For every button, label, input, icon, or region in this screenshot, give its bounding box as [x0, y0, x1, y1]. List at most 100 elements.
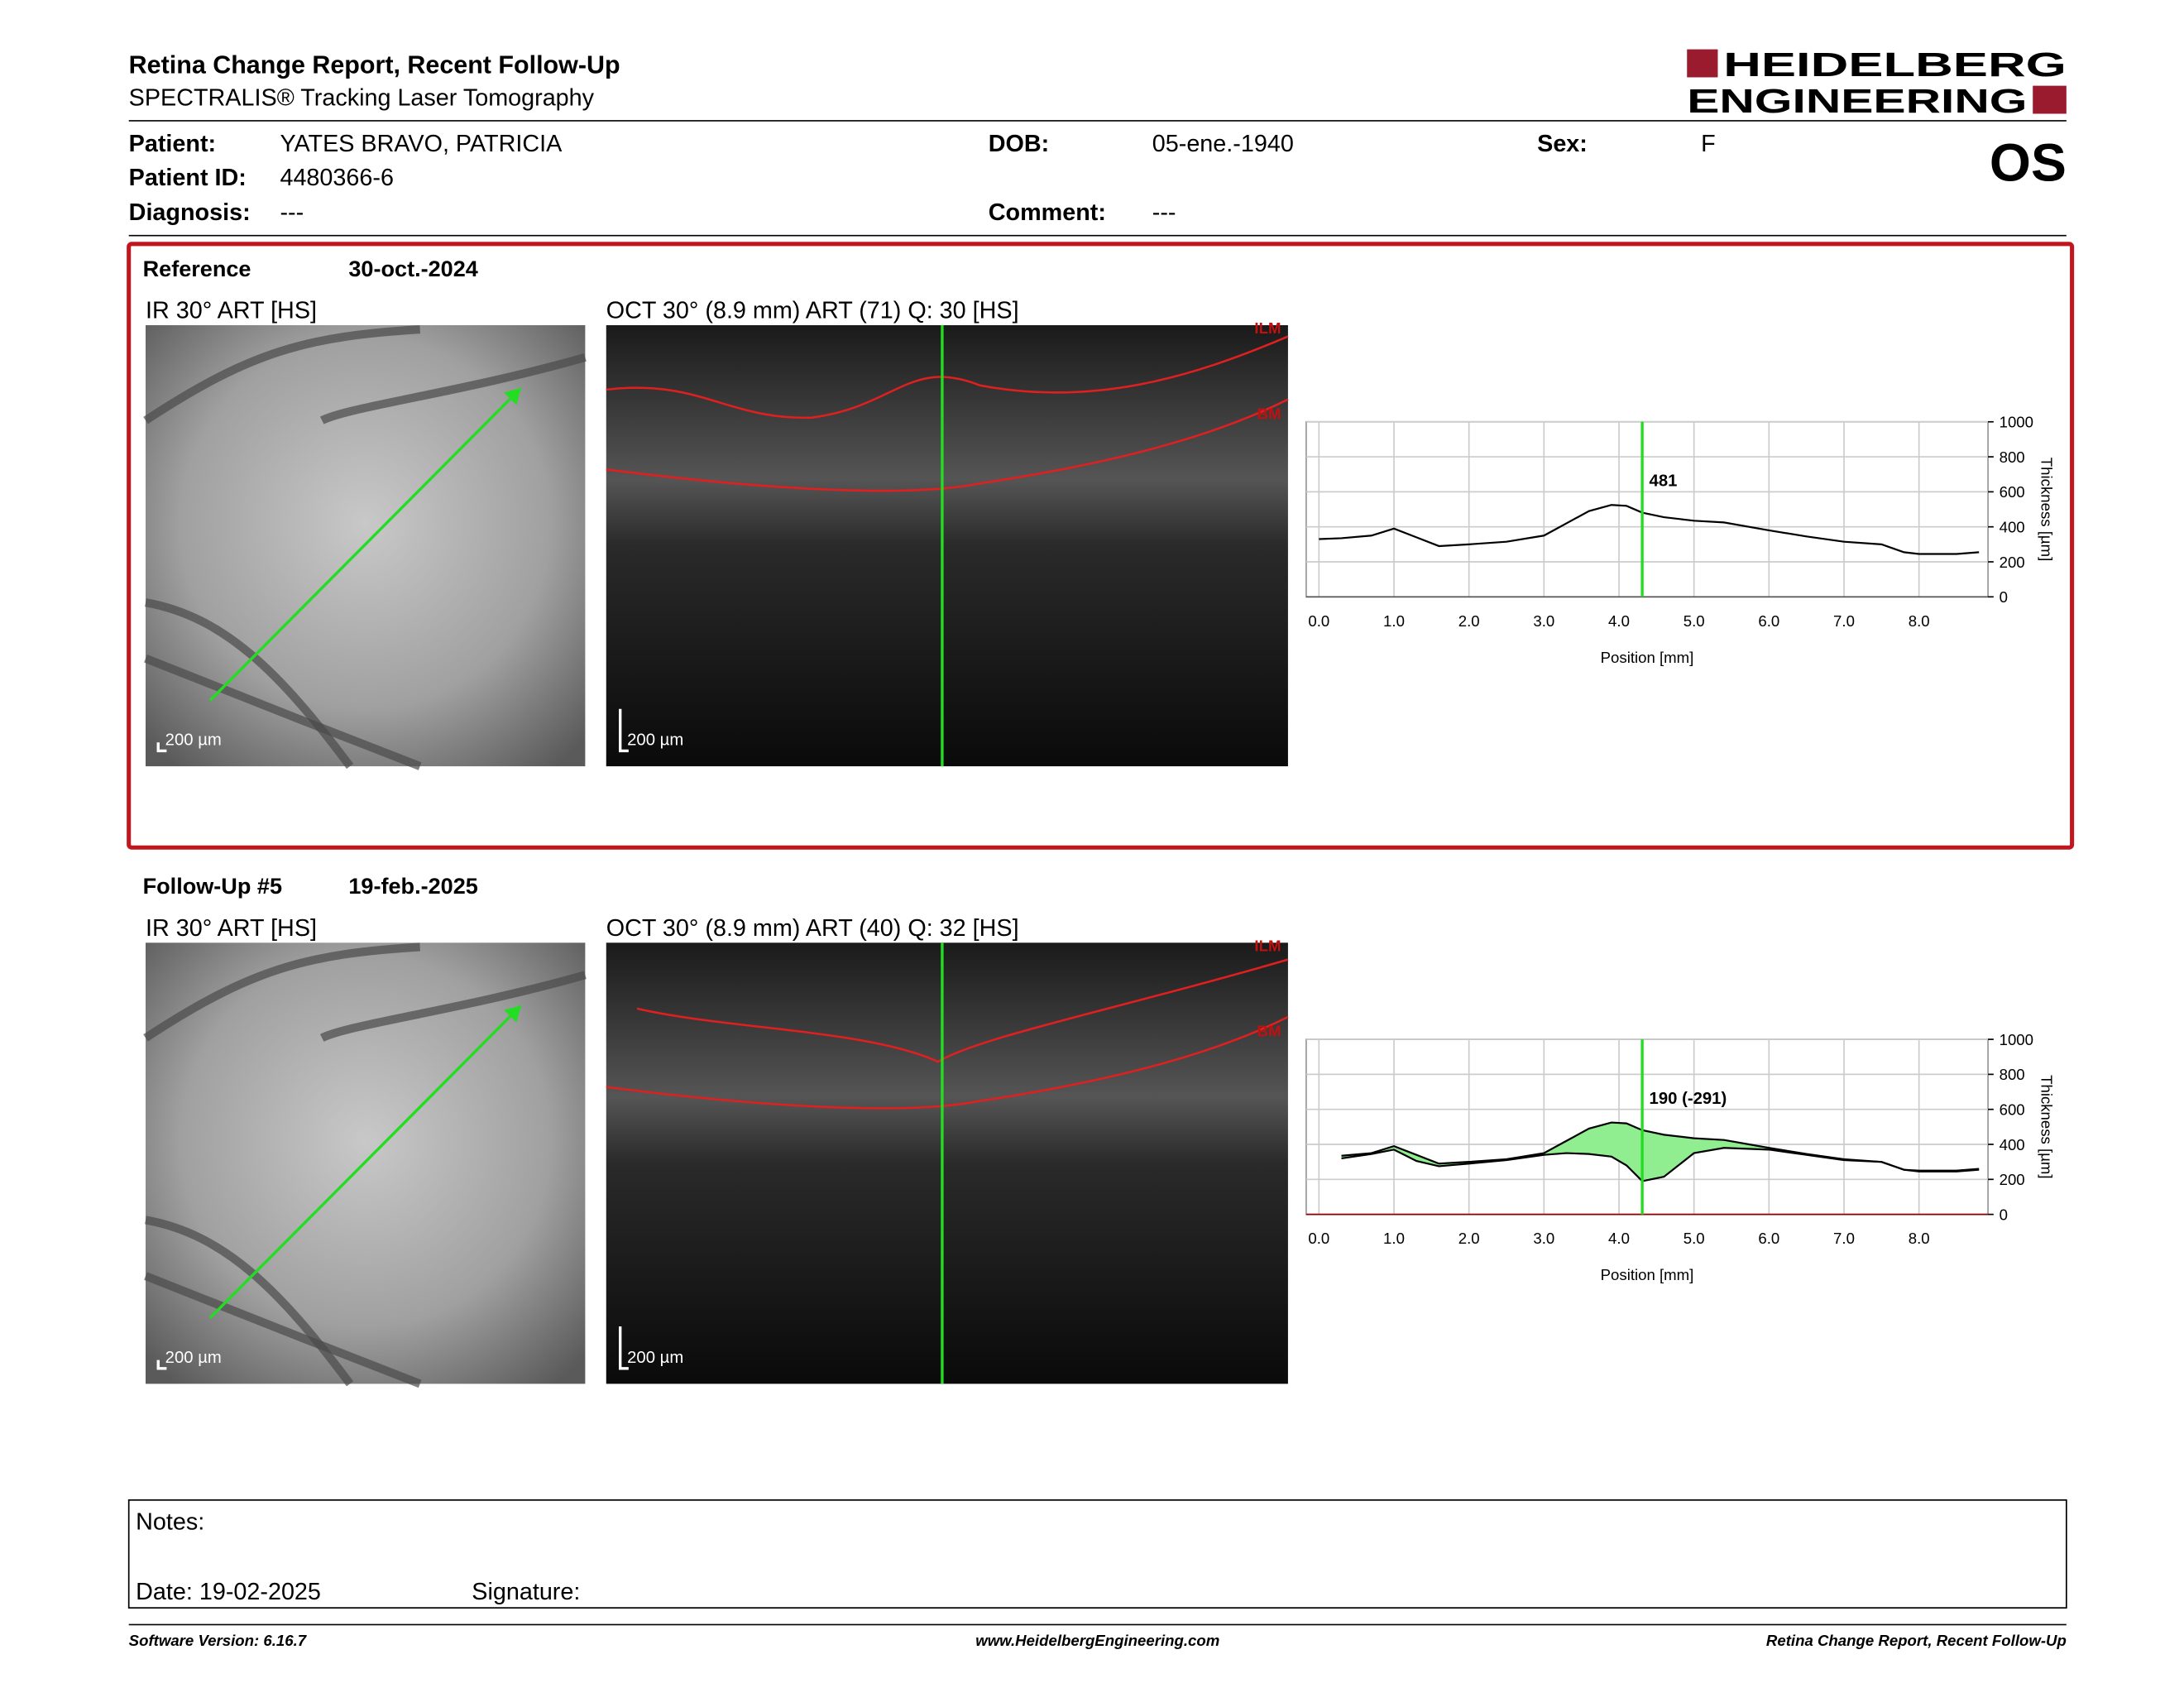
- exam-date: 19-feb.-2025: [348, 873, 477, 899]
- vessel: [144, 655, 422, 770]
- logo-block: [1687, 49, 1718, 78]
- y-tick-label: 800: [2000, 448, 2025, 466]
- layer-label: BM: [1257, 1023, 1281, 1040]
- notes-box: [127, 1499, 2067, 1609]
- vessel: [143, 325, 421, 424]
- oct-image: [606, 942, 1288, 1384]
- scale-label: 200 µm: [627, 1349, 683, 1367]
- oct-label: OCT 30° (8.9 mm) ART (71) Q: 30 [HS]: [606, 298, 1019, 324]
- x-tick-label: 3.0: [1533, 612, 1554, 630]
- scale-bar: [156, 1360, 167, 1370]
- eye: OS: [1990, 133, 2067, 193]
- x-tick-label: 1.0: [1383, 612, 1405, 630]
- logo-block: [2033, 85, 2067, 114]
- marker-annotation: 190 (-291): [1650, 1090, 1727, 1108]
- y-tick-label: 200: [2000, 554, 2025, 571]
- bm-line: [606, 398, 1289, 492]
- footer-center: www.HeidelbergEngineering.com: [975, 1632, 1219, 1649]
- bm-line: [606, 1015, 1289, 1110]
- ilm-line: [606, 335, 1289, 420]
- field-value: 05-ene.-1940: [1152, 131, 1294, 157]
- x-tick-label: 3.0: [1533, 1230, 1554, 1247]
- y-tick-label: 600: [2000, 483, 2025, 501]
- x-tick-label: 8.0: [1909, 1230, 1930, 1247]
- notes-date: Date: 19-02-2025: [136, 1579, 321, 1605]
- x-tick-label: 5.0: [1684, 1230, 1705, 1247]
- oct-image: [606, 325, 1288, 767]
- field-label: DOB:: [989, 131, 1049, 157]
- scan-arrow: [504, 1005, 521, 1023]
- plot-area: [1305, 1038, 1989, 1216]
- x-tick-label: 8.0: [1909, 612, 1930, 630]
- scale-label: 200 µm: [627, 731, 683, 750]
- y-tick-label: 0: [2000, 588, 2008, 606]
- scan-arrow: [504, 388, 521, 405]
- thickness-line: [1341, 1121, 1980, 1172]
- logo-text: ENGINEERING: [1687, 82, 2027, 120]
- ilm-line: [636, 958, 1289, 1063]
- scale-label: 200 µm: [165, 1349, 222, 1367]
- field-label: Comment:: [989, 199, 1106, 226]
- subtitle: SPECTRALIS® Tracking Laser Tomography: [129, 84, 595, 111]
- vessel: [319, 971, 587, 1042]
- scan-line: [208, 1005, 522, 1320]
- notes-label: Notes:: [136, 1508, 204, 1535]
- x-tick-label: 6.0: [1758, 612, 1779, 630]
- x-axis-label: Position [mm]: [1601, 649, 1694, 666]
- field-value: YATES BRAVO, PATRICIA: [280, 131, 563, 157]
- field-label: Patient ID:: [129, 165, 247, 191]
- x-tick-label: 2.0: [1458, 612, 1480, 630]
- x-tick-label: 0.0: [1308, 1230, 1329, 1247]
- footer-left: Software Version: 6.16.7: [129, 1632, 308, 1649]
- ir-label: IR 30° ART [HS]: [146, 298, 317, 324]
- x-tick-label: 4.0: [1608, 612, 1630, 630]
- y-axis-label: Thickness [µm]: [2038, 458, 2055, 562]
- y-tick-label: 1000: [2000, 414, 2033, 431]
- field-value: ---: [1152, 199, 1176, 226]
- plot-area: [1305, 420, 1989, 598]
- title: Retina Change Report, Recent Follow-Up: [129, 50, 620, 79]
- scan-line: [208, 386, 522, 702]
- ir-label: IR 30° ART [HS]: [146, 915, 317, 942]
- signature: Signature:: [472, 1579, 580, 1605]
- layer-label: ILM: [1254, 319, 1281, 337]
- oct-label: OCT 30° (8.9 mm) ART (40) Q: 32 [HS]: [606, 915, 1019, 942]
- scale-bar: [619, 708, 629, 753]
- x-tick-label: 7.0: [1833, 612, 1855, 630]
- y-tick-label: 400: [2000, 1136, 2025, 1153]
- field-value: F: [1701, 131, 1716, 157]
- exam-heading: Follow-Up #5: [143, 873, 282, 899]
- marker-annotation: 481: [1650, 472, 1678, 491]
- scale-label: 200 µm: [165, 731, 222, 750]
- x-axis-label: Position [mm]: [1601, 1266, 1694, 1283]
- field-value: 4480366-6: [280, 165, 394, 191]
- x-tick-label: 2.0: [1458, 1230, 1480, 1247]
- y-tick-label: 0: [2000, 1206, 2008, 1223]
- field-label: Diagnosis:: [129, 199, 251, 226]
- field-label: Patient:: [129, 131, 216, 157]
- x-tick-label: 6.0: [1758, 1230, 1779, 1247]
- difference-fill: [1341, 1122, 1980, 1182]
- layer-label: ILM: [1254, 937, 1281, 954]
- field-value: ---: [280, 199, 304, 226]
- thickness-line: [1319, 504, 1980, 555]
- x-tick-label: 0.0: [1308, 612, 1329, 630]
- reference-frame: [127, 242, 2075, 850]
- scale-bar: [156, 742, 167, 753]
- y-tick-label: 200: [2000, 1171, 2025, 1188]
- exam-date: 30-oct.-2024: [348, 256, 477, 281]
- x-tick-label: 4.0: [1608, 1230, 1630, 1247]
- layer-label: BM: [1257, 405, 1281, 422]
- y-tick-label: 1000: [2000, 1031, 2033, 1048]
- logo-text: HEIDELBERG: [1723, 46, 2067, 84]
- vessel: [143, 942, 421, 1042]
- y-tick-label: 600: [2000, 1101, 2025, 1118]
- vessel: [319, 353, 587, 424]
- y-tick-label: 400: [2000, 518, 2025, 535]
- scale-bar: [619, 1326, 629, 1370]
- y-axis-label: Thickness [µm]: [2038, 1075, 2055, 1179]
- field-label: Sex:: [1537, 131, 1588, 157]
- x-tick-label: 7.0: [1833, 1230, 1855, 1247]
